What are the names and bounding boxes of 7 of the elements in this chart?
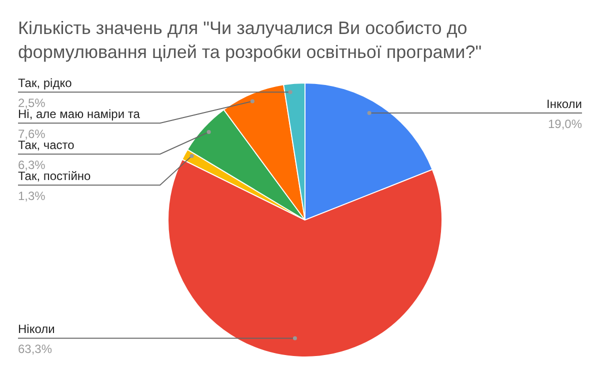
slice-label: Ніколи	[18, 322, 55, 336]
chart-title: Кількість значень для "Чи залучалися Ви особисто до формулювання цілей та розробки освітньої програми?"	[18, 17, 483, 64]
slice-label: Так, рідко	[18, 76, 72, 90]
data-label: 63,3%	[18, 342, 52, 356]
data-label: 1,3%	[18, 189, 46, 204]
slice-label: Інколи	[546, 97, 582, 112]
data-label: 19,0%	[548, 117, 582, 132]
